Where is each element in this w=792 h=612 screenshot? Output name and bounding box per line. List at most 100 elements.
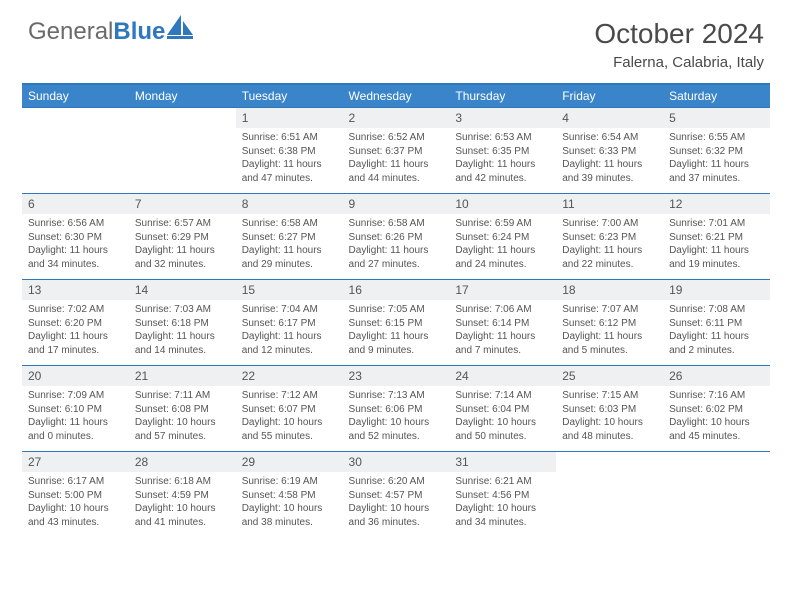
calendar-day: 24Sunrise: 7:14 AMSunset: 6:04 PMDayligh…	[449, 365, 556, 451]
day-number: 4	[556, 107, 663, 128]
day-details: Sunrise: 7:14 AMSunset: 6:04 PMDaylight:…	[449, 386, 556, 447]
day-number: 6	[22, 193, 129, 214]
calendar-day: 27Sunrise: 6:17 AMSunset: 5:00 PMDayligh…	[22, 451, 129, 537]
day-number: 24	[449, 365, 556, 386]
day-details: Sunrise: 7:07 AMSunset: 6:12 PMDaylight:…	[556, 300, 663, 361]
calendar-head: SundayMondayTuesdayWednesdayThursdayFrid…	[22, 85, 770, 107]
day-number: 15	[236, 279, 343, 300]
calendar-day-empty	[556, 451, 663, 537]
weekday-header: Thursday	[449, 85, 556, 107]
day-details: Sunrise: 6:21 AMSunset: 4:56 PMDaylight:…	[449, 472, 556, 533]
day-details: Sunrise: 7:01 AMSunset: 6:21 PMDaylight:…	[663, 214, 770, 275]
day-number: 19	[663, 279, 770, 300]
day-details: Sunrise: 6:18 AMSunset: 4:59 PMDaylight:…	[129, 472, 236, 533]
calendar-day-empty	[129, 107, 236, 193]
brand-text: GeneralBlue	[28, 18, 165, 46]
day-details: Sunrise: 6:52 AMSunset: 6:37 PMDaylight:…	[343, 128, 450, 189]
day-number: 11	[556, 193, 663, 214]
day-details: Sunrise: 7:05 AMSunset: 6:15 PMDaylight:…	[343, 300, 450, 361]
day-number: 3	[449, 107, 556, 128]
day-number: 22	[236, 365, 343, 386]
calendar-day: 28Sunrise: 6:18 AMSunset: 4:59 PMDayligh…	[129, 451, 236, 537]
calendar-day: 19Sunrise: 7:08 AMSunset: 6:11 PMDayligh…	[663, 279, 770, 365]
day-number: 28	[129, 451, 236, 472]
day-number: 27	[22, 451, 129, 472]
day-details: Sunrise: 6:58 AMSunset: 6:27 PMDaylight:…	[236, 214, 343, 275]
day-number: 16	[343, 279, 450, 300]
day-details: Sunrise: 7:09 AMSunset: 6:10 PMDaylight:…	[22, 386, 129, 447]
day-details: Sunrise: 7:00 AMSunset: 6:23 PMDaylight:…	[556, 214, 663, 275]
day-details: Sunrise: 6:56 AMSunset: 6:30 PMDaylight:…	[22, 214, 129, 275]
day-number	[22, 107, 129, 128]
calendar-day: 11Sunrise: 7:00 AMSunset: 6:23 PMDayligh…	[556, 193, 663, 279]
calendar-day: 20Sunrise: 7:09 AMSunset: 6:10 PMDayligh…	[22, 365, 129, 451]
day-details: Sunrise: 6:55 AMSunset: 6:32 PMDaylight:…	[663, 128, 770, 189]
calendar-day: 2Sunrise: 6:52 AMSunset: 6:37 PMDaylight…	[343, 107, 450, 193]
calendar-body: 1Sunrise: 6:51 AMSunset: 6:38 PMDaylight…	[22, 107, 770, 537]
calendar-day: 5Sunrise: 6:55 AMSunset: 6:32 PMDaylight…	[663, 107, 770, 193]
day-details: Sunrise: 6:58 AMSunset: 6:26 PMDaylight:…	[343, 214, 450, 275]
day-number: 5	[663, 107, 770, 128]
calendar-table: SundayMondayTuesdayWednesdayThursdayFrid…	[22, 85, 770, 537]
day-number: 18	[556, 279, 663, 300]
sail-icon	[167, 15, 195, 44]
calendar-day: 13Sunrise: 7:02 AMSunset: 6:20 PMDayligh…	[22, 279, 129, 365]
calendar-day: 22Sunrise: 7:12 AMSunset: 6:07 PMDayligh…	[236, 365, 343, 451]
day-details: Sunrise: 7:13 AMSunset: 6:06 PMDaylight:…	[343, 386, 450, 447]
day-number: 25	[556, 365, 663, 386]
day-details: Sunrise: 7:06 AMSunset: 6:14 PMDaylight:…	[449, 300, 556, 361]
calendar-day: 12Sunrise: 7:01 AMSunset: 6:21 PMDayligh…	[663, 193, 770, 279]
day-number: 21	[129, 365, 236, 386]
calendar-day: 14Sunrise: 7:03 AMSunset: 6:18 PMDayligh…	[129, 279, 236, 365]
day-details: Sunrise: 7:03 AMSunset: 6:18 PMDaylight:…	[129, 300, 236, 361]
brand-text-1: General	[28, 18, 113, 45]
day-details: Sunrise: 6:54 AMSunset: 6:33 PMDaylight:…	[556, 128, 663, 189]
weekday-header: Wednesday	[343, 85, 450, 107]
location-text: Falerna, Calabria, Italy	[594, 54, 764, 71]
day-details: Sunrise: 6:59 AMSunset: 6:24 PMDaylight:…	[449, 214, 556, 275]
day-details: Sunrise: 7:12 AMSunset: 6:07 PMDaylight:…	[236, 386, 343, 447]
calendar-week: 1Sunrise: 6:51 AMSunset: 6:38 PMDaylight…	[22, 107, 770, 193]
day-details: Sunrise: 6:19 AMSunset: 4:58 PMDaylight:…	[236, 472, 343, 533]
brand-text-2: Blue	[113, 18, 165, 45]
day-details: Sunrise: 7:16 AMSunset: 6:02 PMDaylight:…	[663, 386, 770, 447]
day-number	[663, 451, 770, 472]
calendar-day: 6Sunrise: 6:56 AMSunset: 6:30 PMDaylight…	[22, 193, 129, 279]
day-details: Sunrise: 7:02 AMSunset: 6:20 PMDaylight:…	[22, 300, 129, 361]
calendar-day: 18Sunrise: 7:07 AMSunset: 6:12 PMDayligh…	[556, 279, 663, 365]
month-title: October 2024	[594, 18, 764, 50]
calendar-day: 31Sunrise: 6:21 AMSunset: 4:56 PMDayligh…	[449, 451, 556, 537]
day-details: Sunrise: 6:20 AMSunset: 4:57 PMDaylight:…	[343, 472, 450, 533]
calendar-day: 8Sunrise: 6:58 AMSunset: 6:27 PMDaylight…	[236, 193, 343, 279]
day-details: Sunrise: 7:11 AMSunset: 6:08 PMDaylight:…	[129, 386, 236, 447]
weekday-row: SundayMondayTuesdayWednesdayThursdayFrid…	[22, 85, 770, 107]
page-header: GeneralBlue October 2024 Falerna, Calabr…	[0, 0, 792, 77]
day-number: 13	[22, 279, 129, 300]
day-number: 31	[449, 451, 556, 472]
calendar-day: 29Sunrise: 6:19 AMSunset: 4:58 PMDayligh…	[236, 451, 343, 537]
calendar-day: 4Sunrise: 6:54 AMSunset: 6:33 PMDaylight…	[556, 107, 663, 193]
calendar-day: 25Sunrise: 7:15 AMSunset: 6:03 PMDayligh…	[556, 365, 663, 451]
day-number: 14	[129, 279, 236, 300]
calendar-day: 21Sunrise: 7:11 AMSunset: 6:08 PMDayligh…	[129, 365, 236, 451]
calendar-day: 3Sunrise: 6:53 AMSunset: 6:35 PMDaylight…	[449, 107, 556, 193]
day-number	[129, 107, 236, 128]
weekday-header: Friday	[556, 85, 663, 107]
day-number: 7	[129, 193, 236, 214]
calendar-day-empty	[22, 107, 129, 193]
day-number: 8	[236, 193, 343, 214]
day-number: 2	[343, 107, 450, 128]
calendar-day: 26Sunrise: 7:16 AMSunset: 6:02 PMDayligh…	[663, 365, 770, 451]
weekday-header: Saturday	[663, 85, 770, 107]
day-number: 10	[449, 193, 556, 214]
calendar-day: 1Sunrise: 6:51 AMSunset: 6:38 PMDaylight…	[236, 107, 343, 193]
calendar-week: 27Sunrise: 6:17 AMSunset: 5:00 PMDayligh…	[22, 451, 770, 537]
day-number: 12	[663, 193, 770, 214]
title-block: October 2024 Falerna, Calabria, Italy	[594, 18, 764, 71]
day-number: 26	[663, 365, 770, 386]
calendar-day: 9Sunrise: 6:58 AMSunset: 6:26 PMDaylight…	[343, 193, 450, 279]
calendar-day: 7Sunrise: 6:57 AMSunset: 6:29 PMDaylight…	[129, 193, 236, 279]
calendar-week: 20Sunrise: 7:09 AMSunset: 6:10 PMDayligh…	[22, 365, 770, 451]
weekday-header: Tuesday	[236, 85, 343, 107]
day-number: 9	[343, 193, 450, 214]
